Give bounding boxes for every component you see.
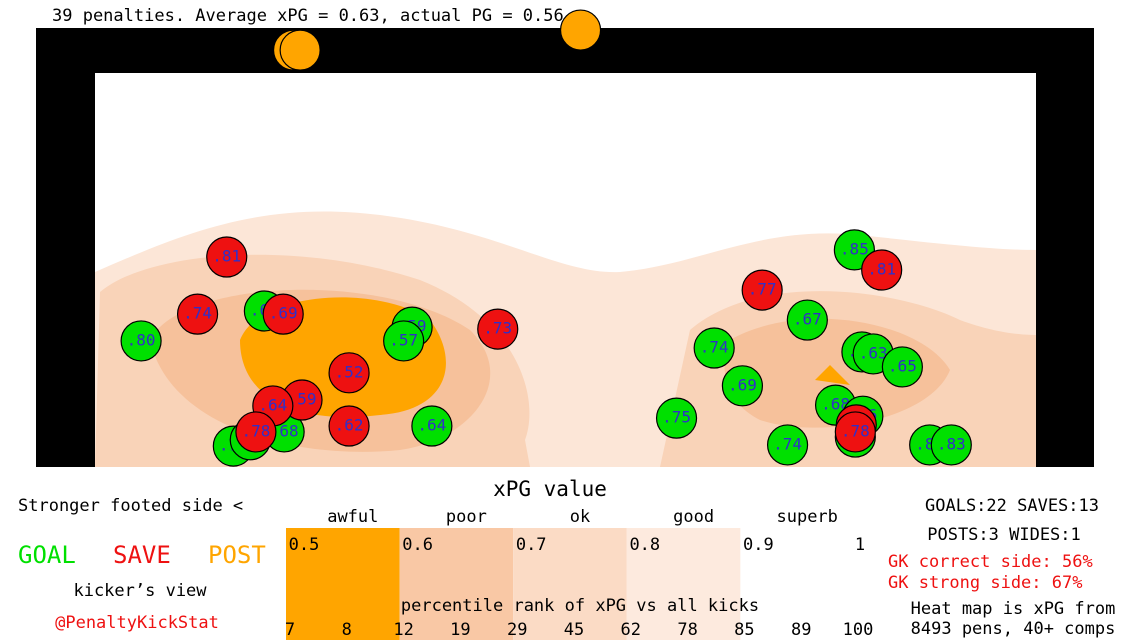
shot <box>786 299 828 341</box>
shot <box>279 29 321 71</box>
percentile-tick: 78 <box>677 620 697 640</box>
footnote: 8493 pens, 40+ comps <box>911 619 1116 639</box>
percentile-tick: 12 <box>393 620 413 640</box>
shot <box>328 405 370 447</box>
legend-entry: GOAL <box>18 541 76 569</box>
colorbar-band <box>286 528 400 640</box>
shot <box>262 293 304 335</box>
gk-stats: GK strong side: 67% <box>888 573 1082 593</box>
xpg-label: .83 <box>937 434 966 453</box>
xpg-label: .59 <box>288 390 317 409</box>
colorbar-tick-label: 0.8 <box>629 535 660 555</box>
shot <box>861 249 903 291</box>
colorbar-tick-label: 0.7 <box>516 535 547 555</box>
heat-map <box>95 211 1036 467</box>
legend-entry: SAVE <box>113 541 171 569</box>
xpg-label: .68 <box>821 395 850 414</box>
colorbar-band <box>740 528 854 640</box>
xpg-label: .73 <box>483 319 512 338</box>
xpg-label: .85 <box>840 239 869 258</box>
colorbar-band <box>513 528 627 640</box>
shot <box>176 293 219 335</box>
colorbar-title: xPG value <box>493 477 607 501</box>
xpg-label: .77 <box>748 280 777 299</box>
percentile-tick: 89 <box>791 620 811 640</box>
percentile-tick: 8 <box>342 620 352 640</box>
percentile-tick: 62 <box>621 620 641 640</box>
percentile-tick: 7 <box>285 620 295 640</box>
xpg-label: .74 <box>700 338 729 357</box>
shot <box>766 424 809 466</box>
colorbar-category: poor <box>446 507 487 527</box>
stats: POSTS:3 WIDES:1 <box>927 525 1081 545</box>
colorbar-tick-label: 1 <box>855 535 865 555</box>
colorbar-band <box>399 528 514 640</box>
shot <box>120 320 162 362</box>
xpg-label: .74 <box>183 304 212 323</box>
shot <box>328 352 370 394</box>
shot <box>655 397 698 439</box>
shot <box>881 346 923 388</box>
xpg-label: .64 <box>258 395 287 414</box>
colorbar-band <box>626 528 741 640</box>
xpg-label: .64 <box>417 416 446 435</box>
percentile-tick: 19 <box>450 620 470 640</box>
xpg-label: .68 <box>270 421 299 440</box>
shot <box>721 365 764 407</box>
xpg-label: .69 <box>269 304 298 323</box>
xpg-label: .62 <box>335 416 364 435</box>
chart-title: 39 penalties. Average xPG = 0.63, actual… <box>52 6 564 26</box>
xpg-label: .74 <box>773 434 802 453</box>
shot <box>411 405 453 447</box>
percentile-tick: 29 <box>507 620 527 640</box>
stats: GOALS:22 SAVES:13 <box>925 496 1099 516</box>
shot <box>834 411 876 453</box>
shot <box>383 320 425 362</box>
xpg-label: .80 <box>127 330 156 349</box>
xpg-label: .81 <box>867 260 896 279</box>
side-note: Stronger footed side < <box>18 496 243 516</box>
xpg-label: .67 <box>793 310 822 329</box>
xpg-label: .81 <box>212 246 241 265</box>
colorbar-category: awful <box>327 507 378 527</box>
shot <box>477 308 519 350</box>
xpg-label: .63 <box>859 343 888 362</box>
xpg-label: .75 <box>662 408 691 427</box>
credit: @PenaltyKickStat <box>55 613 219 633</box>
colorbar-category: good <box>673 507 714 527</box>
legend-entry: POST <box>208 541 266 569</box>
footnote: Heat map is xPG from <box>911 599 1116 619</box>
shot <box>559 9 602 51</box>
xpg-label: .65 <box>888 356 917 375</box>
colorbar-category: superb <box>776 507 837 527</box>
shot <box>741 269 783 311</box>
colorbar-tick-label: 0.5 <box>289 535 320 555</box>
colorbar-category: ok <box>570 507 590 527</box>
view-note: kicker’s view <box>73 581 207 601</box>
colorbar-tick-label: 0.9 <box>743 535 774 555</box>
xpg-label: .57 <box>389 330 418 349</box>
gk-stats: GK correct side: 56% <box>888 552 1093 572</box>
shot <box>930 424 972 466</box>
percentile-tick: 100 <box>843 620 874 640</box>
shot <box>693 327 735 369</box>
percentile-label: percentile rank of xPG vs all kicks <box>401 596 759 616</box>
xpg-label: .52 <box>335 362 364 381</box>
xpg-label: .78 <box>241 421 270 440</box>
percentile-tick: 45 <box>564 620 584 640</box>
percentile-tick: 85 <box>734 620 754 640</box>
xpg-label: .69 <box>728 375 757 394</box>
shot <box>206 236 248 278</box>
xpg-label: .78 <box>841 421 870 440</box>
colorbar-tick-label: 0.6 <box>402 535 433 555</box>
shot <box>235 411 277 453</box>
